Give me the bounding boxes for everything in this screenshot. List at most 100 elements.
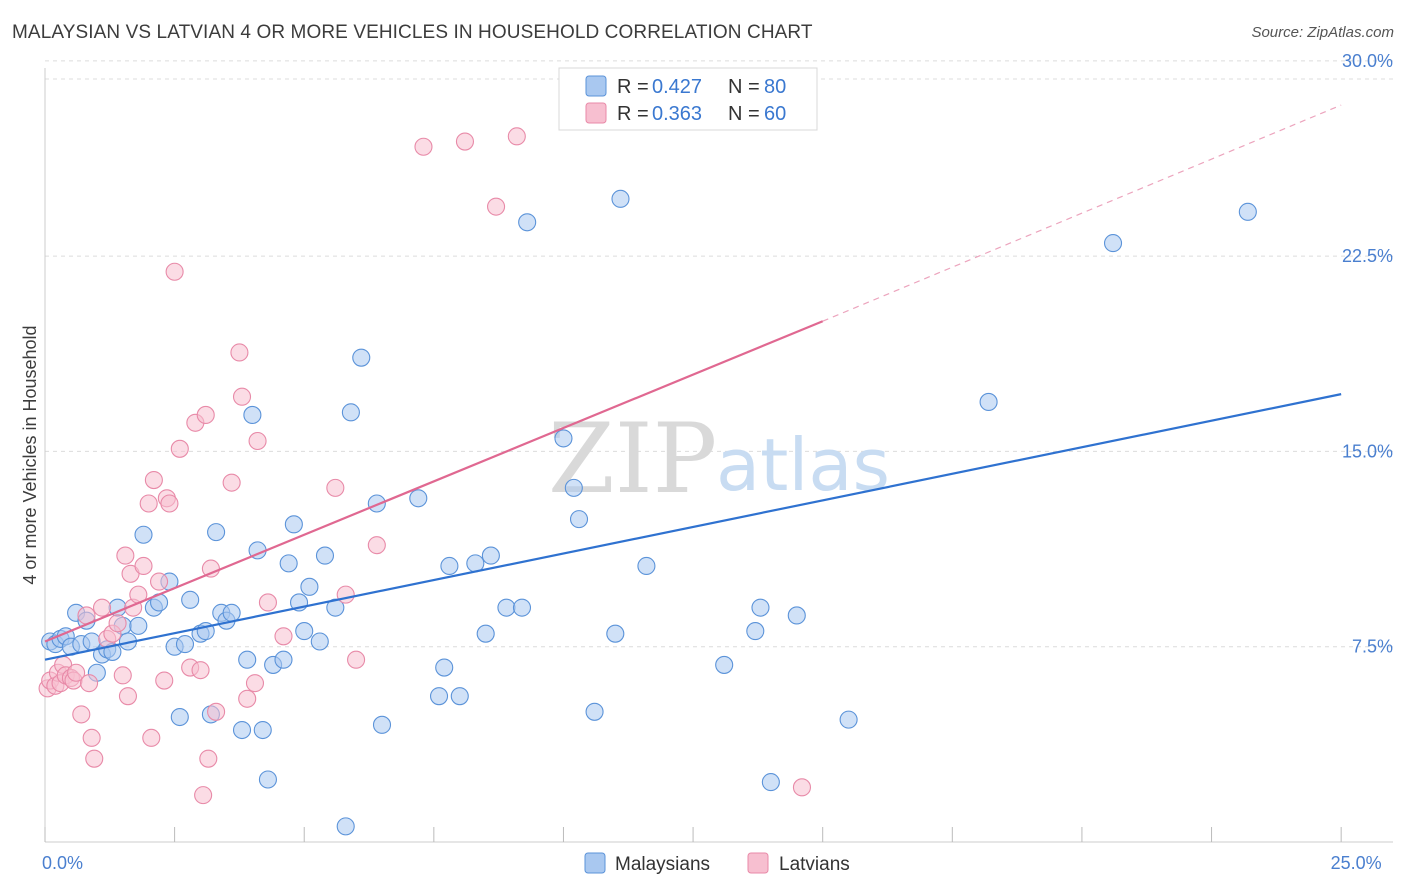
- point-malaysians: [232, 720, 252, 740]
- point-malaysians: [175, 635, 195, 654]
- point-latvians: [367, 536, 386, 555]
- point-malaysians: [352, 348, 371, 367]
- point-malaysians: [274, 650, 293, 669]
- point-latvians: [199, 749, 218, 768]
- point-latvians: [155, 671, 174, 690]
- chart-source: Source: ZipAtlas.com: [1251, 24, 1394, 41]
- point-malaysians: [435, 658, 454, 677]
- legend-n-value-malaysians: 80: [764, 76, 786, 98]
- point-latvians: [116, 546, 135, 565]
- legend-r-label-malaysians: R =: [617, 76, 649, 98]
- y-tick-label: 7.5%: [1352, 637, 1393, 657]
- point-malaysians: [761, 773, 780, 792]
- trendline-latvians: [44, 320, 824, 643]
- point-latvians: [245, 674, 265, 693]
- point-latvians: [248, 431, 267, 451]
- trend-layer: [44, 104, 1342, 661]
- point-latvians: [139, 494, 158, 513]
- point-latvians: [85, 749, 104, 768]
- x-tick-label: 25.0%: [1331, 853, 1382, 873]
- y-tick-label: 15.0%: [1342, 441, 1393, 461]
- point-latvians: [232, 387, 252, 406]
- legend-r-label-latvians: R =: [617, 103, 649, 125]
- point-malaysians: [258, 770, 277, 789]
- point-malaysians: [341, 403, 360, 422]
- point-latvians: [194, 786, 213, 805]
- legend-r-value-malaysians: 0.427: [652, 76, 702, 98]
- legend-r-value-latvians: 0.363: [652, 103, 702, 125]
- point-latvians: [347, 650, 366, 669]
- point-latvians: [792, 778, 812, 797]
- point-malaysians: [222, 603, 241, 622]
- series-malaysians: [41, 189, 1257, 836]
- point-latvians: [82, 728, 101, 747]
- point-latvians: [258, 593, 277, 612]
- x-tick-label: 0.0%: [42, 853, 83, 873]
- point-latvians: [414, 137, 433, 156]
- legend-n-value-latvians: 60: [764, 103, 786, 125]
- point-malaysians: [585, 702, 604, 721]
- point-malaysians: [497, 598, 516, 617]
- point-malaysians: [238, 650, 257, 669]
- watermark-atlas: atlas: [716, 423, 890, 507]
- bottom-legend-swatch-malaysians: [584, 852, 606, 874]
- point-malaysians: [512, 598, 532, 617]
- point-latvians: [134, 556, 153, 576]
- point-malaysians: [207, 523, 226, 542]
- point-malaysians: [564, 478, 583, 497]
- point-latvians: [67, 663, 86, 682]
- bottom-legend-label-latvians: Latvians: [779, 854, 850, 875]
- point-malaysians: [746, 622, 765, 641]
- point-malaysians: [554, 429, 573, 448]
- chart-title: MALAYSIAN VS LATVIAN 4 OR MORE VEHICLES …: [12, 22, 813, 43]
- point-latvians: [150, 572, 169, 591]
- point-latvians: [165, 262, 184, 281]
- point-malaysians: [300, 577, 319, 596]
- point-latvians: [92, 598, 112, 617]
- point-malaysians: [170, 707, 189, 727]
- label-layer: 7.5% 15.0% 22.5% 30.0% 0.0% 25.0%: [42, 51, 1393, 873]
- point-latvians: [142, 728, 161, 747]
- point-latvians: [222, 473, 241, 492]
- point-latvians: [487, 197, 506, 216]
- point-latvians: [80, 674, 99, 693]
- legend-swatch-latvians: [585, 102, 607, 124]
- point-latvians: [507, 127, 526, 146]
- legend-n-label-latvians: N =: [728, 103, 760, 125]
- y-tick-label: 22.5%: [1342, 246, 1393, 266]
- legend-n-label-malaysians: N =: [728, 76, 760, 98]
- point-malaysians: [284, 515, 303, 534]
- point-latvians: [170, 439, 189, 458]
- point-latvians: [72, 705, 91, 724]
- point-latvians: [144, 471, 163, 490]
- point-latvians: [160, 494, 179, 513]
- point-malaysians: [181, 590, 200, 609]
- point-malaysians: [310, 632, 329, 651]
- point-malaysians: [787, 606, 806, 625]
- bottom-legend-swatch-latvians: [747, 852, 769, 874]
- point-latvians: [238, 689, 257, 708]
- point-malaysians: [129, 616, 148, 635]
- point-latvians: [108, 614, 127, 633]
- point-malaysians: [295, 622, 314, 641]
- point-malaysians: [481, 546, 500, 565]
- point-malaysians: [518, 213, 537, 232]
- point-malaysians: [611, 189, 630, 208]
- point-malaysians: [429, 687, 449, 706]
- point-malaysians: [279, 554, 298, 573]
- point-malaysians: [476, 624, 495, 643]
- point-malaysians: [715, 655, 734, 674]
- point-malaysians: [1103, 234, 1123, 253]
- point-malaysians: [637, 556, 656, 576]
- point-malaysians: [336, 817, 355, 836]
- point-latvians: [336, 585, 355, 604]
- point-malaysians: [253, 720, 272, 740]
- point-malaysians: [243, 405, 262, 425]
- trendline-extension-latvians: [822, 104, 1342, 322]
- point-malaysians: [372, 715, 392, 734]
- correlation-legend: R = 0.427 N = 80 R = 0.363 N = 60: [558, 67, 818, 131]
- point-malaysians: [450, 687, 469, 706]
- point-malaysians: [839, 710, 858, 729]
- points-layer: [38, 127, 1257, 836]
